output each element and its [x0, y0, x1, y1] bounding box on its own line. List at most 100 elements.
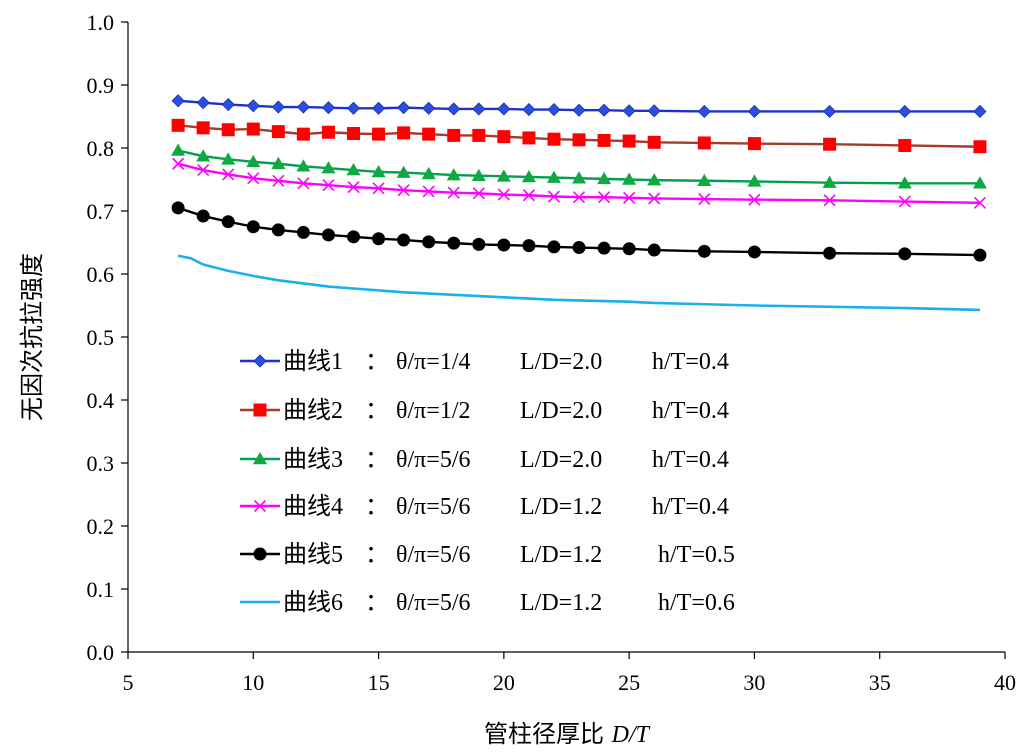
legend-label: 曲线4: [283, 493, 343, 520]
series-2-point: [296, 127, 310, 141]
series-5-point: [472, 237, 486, 251]
legend-swatch-marker: [253, 499, 267, 513]
series-5-point: [622, 242, 636, 256]
series-2-point: [973, 140, 987, 154]
series-1-point: [221, 97, 235, 112]
series-3-point: [597, 171, 612, 185]
series-4-point: [648, 192, 661, 205]
series-3-point: [396, 165, 411, 178]
legend-label: 曲线3: [283, 446, 343, 473]
y-tick-label: 0.6: [87, 262, 115, 287]
series-1-point: [522, 103, 536, 117]
y-tick-label: 0.3: [87, 451, 115, 476]
legend-param: h/T=0.6: [658, 590, 735, 616]
legend-param: h/T=0.4: [652, 349, 729, 375]
series-4-point: [698, 192, 711, 206]
series-4-point: [547, 190, 561, 203]
series-5-point: [823, 246, 837, 260]
legend-label: 曲线2: [283, 397, 343, 424]
series-2-point: [347, 127, 361, 141]
series-3-point: [246, 154, 261, 168]
series-4-point: [372, 182, 385, 195]
series-3-point: [972, 176, 987, 189]
series-5-point: [271, 223, 285, 237]
axes: 0.0 0.1 0.2 0.3 0.4 0.5 0.6 0.7 0.8 0.9 1.0 5 10 15 20…: [87, 10, 1017, 695]
series-5-point: [447, 236, 461, 250]
series-4-point: [898, 195, 911, 208]
series-3-point: [697, 173, 712, 187]
y-tick-label: 0.2: [87, 514, 115, 539]
x-tick-label: 25: [618, 670, 640, 695]
x-axis-title-text: 管柱径厚比: [484, 720, 604, 748]
series-1-point: [697, 104, 711, 119]
legend-swatch-marker: [253, 354, 267, 368]
series-3-point: [897, 176, 912, 189]
series-2-point: [372, 127, 386, 141]
legend-param: L/D=2.0: [520, 349, 602, 375]
series-4-point: [172, 157, 185, 170]
series-3-point: [296, 159, 311, 172]
series-5-point: [347, 230, 361, 244]
series-3-point: [446, 168, 461, 181]
series-3-point: [747, 174, 762, 187]
series-4-point: [572, 191, 586, 204]
y-tick-label: 1.0: [87, 10, 115, 35]
legend-label: 曲线6: [283, 589, 343, 616]
x-axis-title-var: D/T: [611, 722, 651, 748]
x-tick-label: 20: [493, 670, 515, 695]
series-2-point: [697, 136, 711, 150]
series-5-point: [246, 220, 260, 234]
series-layer: [171, 94, 987, 312]
series-5-point: [647, 243, 661, 257]
x-tick-label: 15: [368, 670, 390, 695]
series-5-point: [397, 233, 411, 247]
series-2-point: [747, 137, 761, 151]
y-tick-label: 0.9: [87, 73, 115, 98]
series-5-point: [221, 215, 235, 229]
series-2-point: [422, 127, 436, 141]
legend-colon: ：: [365, 349, 389, 375]
series-5-point: [697, 244, 711, 258]
legend-swatch-marker: [253, 403, 267, 417]
series-4-point: [522, 189, 535, 202]
series-1-point: [547, 103, 561, 117]
legend: 曲线1 ： θ/π=1/4 L/D=2.0 h/T=0.4 曲线2 ： θ/π=1/2 L/D=…: [240, 348, 735, 616]
x-tick-label: 30: [743, 670, 765, 695]
series-1-point: [397, 101, 411, 115]
legend-item-4: 曲线4 ： θ/π=5/6 L/D=1.2 h/T=0.4: [240, 493, 729, 520]
series-5-point: [572, 241, 586, 255]
series-1-point: [296, 100, 310, 114]
series-3-point: [496, 169, 511, 182]
series-1-point: [597, 103, 611, 117]
legend-item-2: 曲线2 ： θ/π=1/2 L/D=2.0 h/T=0.4: [240, 397, 729, 424]
y-tick-label: 0.1: [87, 577, 115, 602]
series-5-point: [321, 228, 335, 242]
legend-param: L/D=2.0: [520, 398, 602, 424]
legend-param: L/D=1.2: [520, 542, 602, 568]
series-5-point: [973, 248, 987, 262]
series-2-point: [472, 128, 486, 142]
legend-item-5: 曲线5 ： θ/π=5/6 L/D=1.2 h/T=0.5: [240, 541, 735, 568]
series-2-point: [271, 125, 285, 139]
legend-colon: ：: [365, 542, 389, 568]
series-5-point: [196, 209, 210, 223]
series-4-point: [748, 193, 761, 206]
legend-colon: ：: [365, 590, 389, 616]
series-1-point: [898, 104, 912, 119]
series-5-point: [747, 245, 761, 259]
series-5-point: [898, 247, 912, 261]
legend-label: 曲线1: [283, 348, 343, 375]
legend-param: θ/π=5/6: [396, 590, 470, 616]
series-2-point: [647, 135, 661, 149]
series-1-point: [171, 94, 185, 108]
series-1-point: [747, 104, 761, 119]
series-2-point: [597, 133, 611, 147]
series-1-point: [622, 104, 636, 118]
series-3-point: [521, 169, 536, 183]
legend-param: θ/π=5/6: [396, 542, 470, 568]
y-tick-label: 0.8: [87, 136, 115, 161]
series-2-point: [321, 125, 335, 139]
series-2-point: [221, 123, 235, 137]
legend-param: h/T=0.4: [652, 398, 729, 424]
